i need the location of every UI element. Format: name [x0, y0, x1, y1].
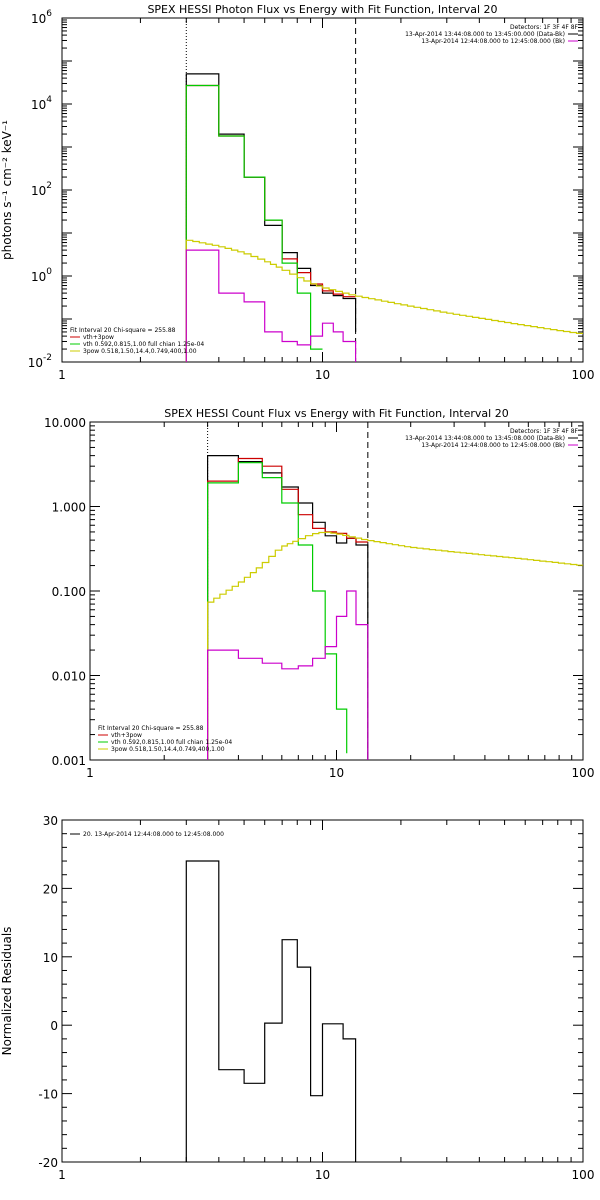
y-tick-label: 100	[31, 267, 52, 284]
y-tick-label: 10.000	[44, 416, 86, 430]
count-flux-panel: SPEX HESSI Count Flux vs Energy with Fit…	[44, 407, 594, 780]
residuals-panel: 1 10 100 -20 -10 0 10 20 30 Normalized Residuals 2…	[0, 814, 594, 1182]
y-tick-label: -10	[38, 1088, 58, 1102]
x-tick-label: 1	[86, 766, 94, 780]
series-vth	[207, 462, 348, 760]
series-vth-3pow	[185, 84, 356, 362]
legend-entry: vth+3pow	[83, 334, 114, 341]
chart-title: SPEX HESSI Count Flux vs Energy with Fit…	[164, 407, 508, 420]
y-tick-label: 0.100	[52, 585, 86, 599]
x-tick-label: 100	[572, 1168, 595, 1182]
y-tick-label: -20	[38, 1156, 58, 1170]
x-tick-label: 10	[329, 766, 344, 780]
series-data-bk	[207, 455, 369, 760]
x-tick-label: 10	[315, 368, 330, 382]
x-tick-label: 100	[572, 368, 595, 382]
series-residuals	[185, 860, 357, 1162]
series-data-bk	[185, 73, 357, 362]
legend-entry: 3pow 0.518,1.50,14.4,0.749,400,1.00	[111, 746, 225, 753]
series-bk	[207, 590, 369, 760]
series-bk	[185, 249, 357, 362]
series-3pow	[207, 531, 583, 760]
y-axis-label: Normalized Residuals	[0, 927, 14, 1056]
photon-flux-panel: SPEX HESSI Photon Flux vs Energy with Fi…	[0, 3, 594, 382]
legend-entry: 13-Apr-2014 12:44:08.000 to 12:45:08.000…	[421, 442, 565, 449]
series-vth-3pow	[207, 457, 368, 760]
legend-entry: vth 0.592,0.815,1.00 full chian 1.25e-04	[111, 739, 232, 746]
plot-frame	[61, 819, 584, 1163]
y-tick-label: 104	[31, 95, 52, 112]
plot-frame	[61, 17, 584, 363]
x-tick-label: 1	[58, 368, 66, 382]
y-tick-label: 0	[50, 1019, 58, 1033]
x-tick-label: 100	[572, 766, 595, 780]
y-tick-label: 106	[31, 9, 52, 26]
legend-header: Detectors: 1F 3F 4F 8F	[510, 428, 579, 435]
y-tick-label: 10-2	[28, 353, 52, 370]
legend-entry: 13-Apr-2014 12:44:08.000 to 12:45:08.000…	[421, 38, 565, 45]
y-axis-label: photons s⁻¹ cm⁻² keV⁻¹	[0, 120, 14, 260]
y-tick-label: 0.001	[52, 754, 86, 768]
y-tick-label: 10	[43, 951, 58, 965]
legend-header: Fit Interval 20 Chi-square = 255.88	[98, 725, 204, 732]
legend-entry: vth 0.592,0.815,1.00 full chian 1.25e-04	[83, 341, 204, 348]
legend-entry: vth+3pow	[111, 732, 142, 739]
y-tick-label: 30	[43, 814, 58, 828]
legend-header: Fit Interval 20 Chi-square = 255.88	[70, 327, 176, 334]
series-vth	[185, 84, 323, 362]
x-tick-label: 1	[58, 1168, 66, 1182]
legend-entry: 3pow 0.518,1.50,14.4,0.749,400,1.00	[83, 348, 197, 355]
y-tick-label: 0.010	[52, 670, 86, 684]
chart-title: SPEX HESSI Photon Flux vs Energy with Fi…	[147, 3, 497, 16]
x-tick-label: 10	[315, 1168, 330, 1182]
legend-entry: 13-Apr-2014 13:44:08.000 to 13:45:08.000…	[405, 435, 565, 442]
legend-entry: 13-Apr-2014 13:44:08.000 to 13:45:00.000…	[405, 31, 565, 38]
legend-header: Detectors: 1F 3F 4F 8F	[510, 24, 579, 31]
y-tick-label: 20	[43, 882, 58, 896]
y-tick-label: 102	[31, 181, 52, 198]
series-3pow	[185, 239, 583, 362]
legend-entry: 20. 13-Apr-2014 12:44:08.000 to 12:45:08…	[83, 831, 224, 838]
y-tick-label: 1.000	[52, 501, 86, 515]
